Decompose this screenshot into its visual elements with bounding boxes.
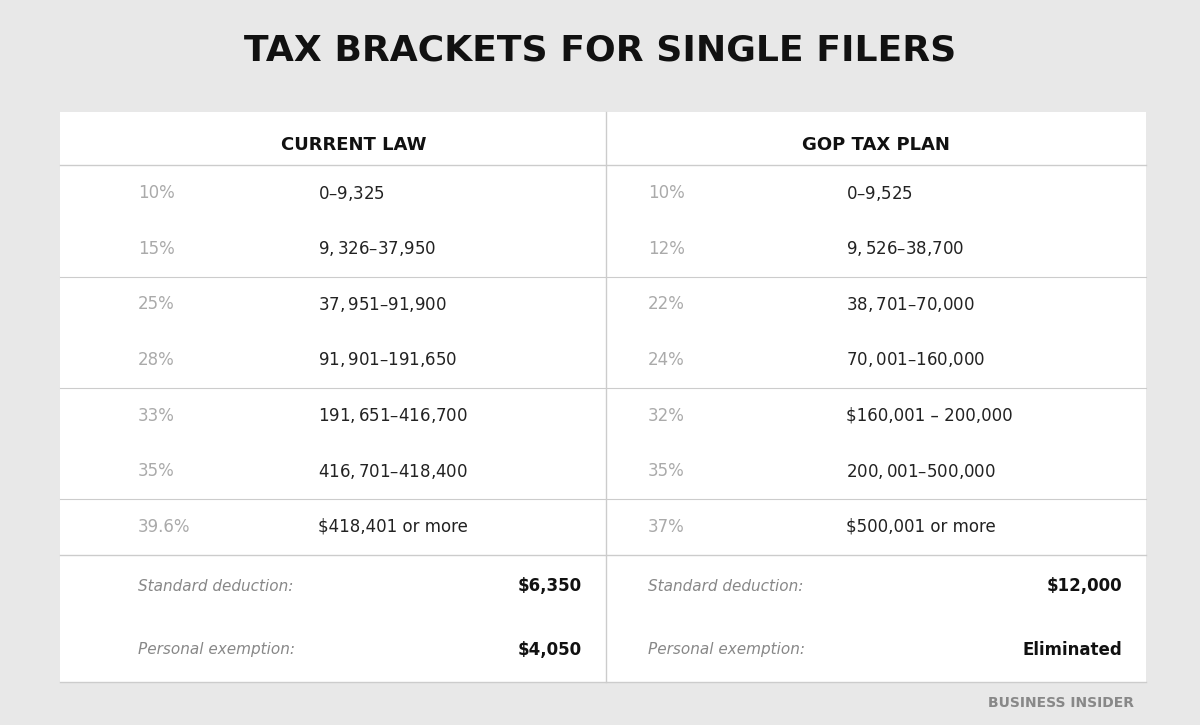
Text: $4,050: $4,050	[518, 641, 582, 659]
Text: $200,001 – $500,000: $200,001 – $500,000	[846, 462, 996, 481]
Text: Personal exemption:: Personal exemption:	[138, 642, 295, 658]
Text: $12,000: $12,000	[1046, 577, 1122, 595]
Text: $38,701 – $70,000: $38,701 – $70,000	[846, 295, 974, 314]
Text: $416,701 – $418,400: $416,701 – $418,400	[318, 462, 468, 481]
Text: BUSINESS INSIDER: BUSINESS INSIDER	[988, 696, 1134, 710]
Text: 15%: 15%	[138, 240, 175, 257]
Text: $37,951 – $91,900: $37,951 – $91,900	[318, 295, 446, 314]
Text: 35%: 35%	[138, 463, 175, 480]
Text: $91,901 – $191,650: $91,901 – $191,650	[318, 350, 457, 370]
Text: $160,001 – 200,000: $160,001 – 200,000	[846, 407, 1013, 425]
Text: 24%: 24%	[648, 351, 685, 369]
Text: 28%: 28%	[138, 351, 175, 369]
Text: $0 – $9,525: $0 – $9,525	[846, 183, 913, 202]
Text: 35%: 35%	[648, 463, 685, 480]
Text: 33%: 33%	[138, 407, 175, 425]
Text: 25%: 25%	[138, 295, 175, 313]
Text: TAX BRACKETS FOR SINGLE FILERS: TAX BRACKETS FOR SINGLE FILERS	[244, 34, 956, 67]
Text: 10%: 10%	[648, 184, 685, 202]
Text: $9,526 – $38,700: $9,526 – $38,700	[846, 239, 964, 258]
FancyBboxPatch shape	[60, 112, 1146, 681]
Text: $9,326 – $37,950: $9,326 – $37,950	[318, 239, 436, 258]
Text: 22%: 22%	[648, 295, 685, 313]
Text: $0 – $9,325: $0 – $9,325	[318, 183, 385, 202]
Text: Standard deduction:: Standard deduction:	[648, 579, 803, 594]
Text: $70,001 – $160,000: $70,001 – $160,000	[846, 350, 985, 370]
Text: GOP TAX PLAN: GOP TAX PLAN	[802, 136, 950, 154]
Text: $191,651 – $416,700: $191,651 – $416,700	[318, 406, 468, 425]
Text: $500,001 or more: $500,001 or more	[846, 518, 996, 536]
Text: Eliminated: Eliminated	[1022, 641, 1122, 659]
Text: $6,350: $6,350	[518, 577, 582, 595]
Text: 12%: 12%	[648, 240, 685, 257]
Text: $418,401 or more: $418,401 or more	[318, 518, 468, 536]
Text: CURRENT LAW: CURRENT LAW	[281, 136, 427, 154]
Text: Personal exemption:: Personal exemption:	[648, 642, 805, 658]
Text: Standard deduction:: Standard deduction:	[138, 579, 293, 594]
Text: 37%: 37%	[648, 518, 685, 536]
Text: 10%: 10%	[138, 184, 175, 202]
Text: 32%: 32%	[648, 407, 685, 425]
Text: 39.6%: 39.6%	[138, 518, 191, 536]
